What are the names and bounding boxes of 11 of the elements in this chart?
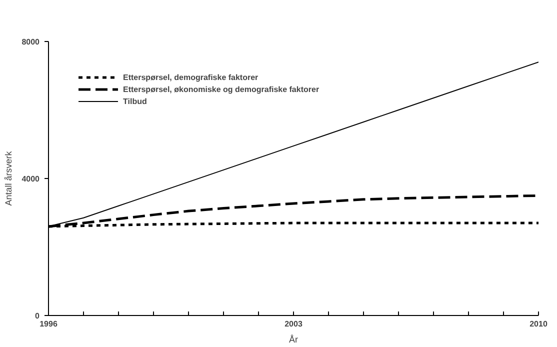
y-tick-label: 8000: [22, 38, 40, 46]
x-axis-title: År: [289, 334, 298, 344]
x-tick-label: 2003: [284, 320, 303, 328]
x-tick-label: 2010: [530, 320, 548, 328]
y-tick-label: 4000: [22, 174, 40, 184]
legend-label: Etterspørsel, økonomiske og demografiske faktorer: [123, 84, 320, 95]
y-axis-title: Antall årsverk: [4, 150, 14, 206]
y-tick-label: 0: [35, 312, 40, 320]
x-tick-label: 1996: [40, 320, 58, 328]
legend-label: Etterspørsel, demografiske faktorer: [123, 72, 258, 83]
legend-label: Tilbud: [123, 96, 147, 107]
